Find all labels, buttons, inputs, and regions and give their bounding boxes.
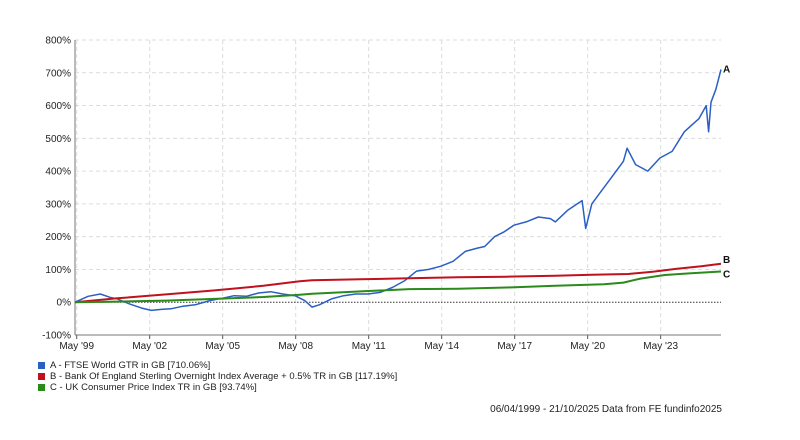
x-tick-label: May '02 (132, 341, 167, 352)
x-tick-label: May '05 (205, 341, 240, 352)
x-axis-tick-labels: May '99 May '02 May '05 May '08 May '11 May '… (59, 341, 678, 352)
gridlines (75, 39, 721, 335)
series-line-a (74, 69, 722, 312)
series-end-label-b: B (723, 255, 730, 266)
y-tick-label: 400% (45, 167, 71, 178)
y-tick-label: 800% (45, 36, 71, 47)
x-tick-label: May '23 (643, 341, 678, 352)
axes (74, 40, 721, 339)
x-tick-label: May '17 (497, 341, 532, 352)
series-end-labels: A BC (723, 64, 730, 280)
y-tick-label: 200% (45, 232, 71, 243)
legend-label-c: C - UK Consumer Price Index TR in GB [93… (50, 382, 257, 393)
x-tick-label: May '14 (424, 341, 459, 352)
legend-item-c[interactable]: C - UK Consumer Price Index TR in GB [93… (38, 382, 397, 393)
legend-swatch-b (38, 373, 45, 380)
series-lines (74, 69, 722, 312)
x-tick-label: May '99 (59, 341, 94, 352)
legend-item-b[interactable]: B - Bank Of England Sterling Overnight I… (38, 371, 397, 382)
x-tick-label: May '08 (278, 341, 313, 352)
legend-label-b: B - Bank Of England Sterling Overnight I… (50, 371, 398, 382)
y-tick-label: -100% (42, 331, 71, 342)
legend-label-a: A - FTSE World GTR in GB [710.06%] (50, 360, 211, 371)
x-tick-label: May '20 (570, 341, 605, 352)
legend-item-a[interactable]: A - FTSE World GTR in GB [710.06%] (38, 360, 397, 371)
y-axis-tick-labels: -100% 0% 100% 200% 300% 400% 500% 600% 700% 800% (42, 36, 71, 342)
series-line-b (74, 262, 722, 304)
series-end-label-a: A (723, 64, 730, 75)
legend-swatch-a (38, 362, 45, 369)
y-tick-label: 300% (45, 199, 71, 210)
series-line-c (74, 270, 722, 304)
source-footnote: 06/04/1999 - 21/10/2025 Data from FE fun… (490, 404, 722, 415)
y-tick-label: 600% (45, 101, 71, 112)
y-tick-label: 100% (45, 265, 71, 276)
chart-legend: A - FTSE World GTR in GB [710.06%] B - B… (38, 360, 397, 393)
y-tick-label: 0% (57, 298, 72, 309)
x-tick-label: May '11 (352, 341, 386, 352)
y-tick-label: 700% (45, 68, 71, 79)
legend-swatch-c (38, 384, 45, 391)
series-end-label-c: C (723, 269, 730, 280)
y-tick-label: 500% (45, 134, 71, 145)
